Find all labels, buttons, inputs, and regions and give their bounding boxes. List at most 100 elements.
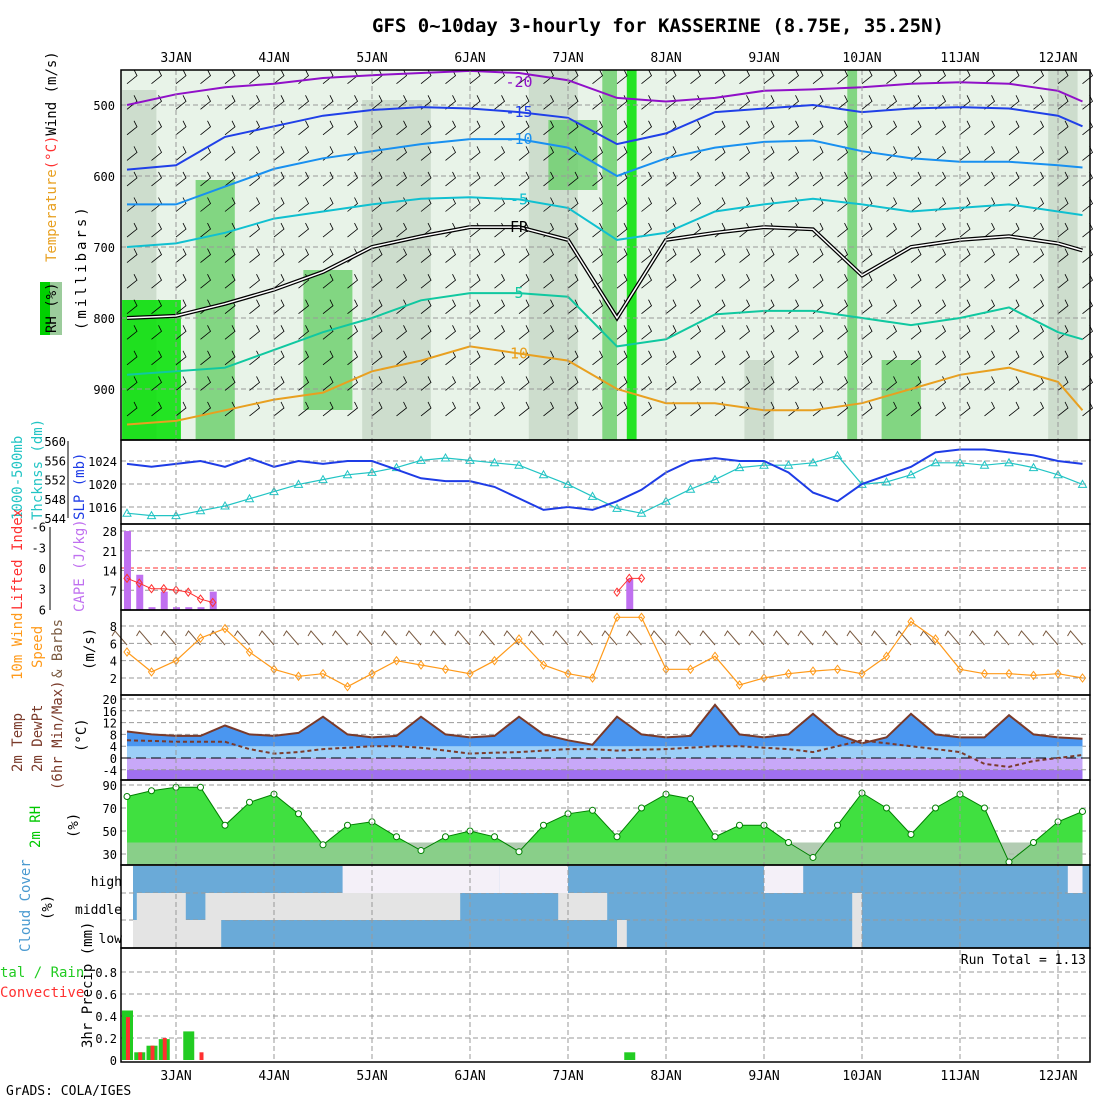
wind-barb xyxy=(543,120,555,136)
wind-barb-10m xyxy=(405,630,422,646)
wind-barb xyxy=(151,274,163,289)
wind-barb xyxy=(886,376,898,391)
wind-barb xyxy=(886,146,898,161)
wind-barb xyxy=(151,69,163,85)
rh-point xyxy=(221,821,229,829)
wind-barb-10m xyxy=(381,630,397,646)
cape-bar xyxy=(197,607,205,610)
wind-barb xyxy=(641,69,653,85)
wind-barb-10m xyxy=(944,630,961,646)
wind-barb xyxy=(641,197,653,212)
wind-barb-10m xyxy=(160,630,177,646)
wind-barb xyxy=(739,325,751,340)
wind-barb xyxy=(494,146,506,161)
wind-barb xyxy=(396,95,408,110)
wind-barb xyxy=(1008,120,1020,136)
temp-tick-label: 0 xyxy=(110,752,117,766)
wind-barb xyxy=(1033,350,1045,366)
wind-speed-point xyxy=(931,634,940,644)
wind-barb xyxy=(543,376,555,391)
isotherm-label: 5 xyxy=(514,284,523,302)
wind-barb xyxy=(812,248,824,263)
wind-barb xyxy=(494,401,506,417)
date-label-bottom: 6JAN xyxy=(454,1069,485,1084)
wind-barb xyxy=(714,350,726,366)
wind-barb xyxy=(518,95,530,110)
wind-barb xyxy=(592,350,604,366)
cloud-cover-label: Cloud Cover xyxy=(18,859,34,952)
wind-barb xyxy=(445,248,457,263)
wind-barb xyxy=(763,95,775,110)
date-label-bottom: 7JAN xyxy=(552,1069,583,1084)
lifted-index-point xyxy=(147,583,156,594)
wind-barb xyxy=(984,248,996,263)
wind-barb xyxy=(396,146,408,161)
wind-barb xyxy=(396,120,408,136)
thickness-point xyxy=(881,476,892,486)
wind-barb xyxy=(567,197,579,212)
wind-barb xyxy=(665,350,677,366)
wind-barb xyxy=(151,376,163,391)
wind-barb-10m xyxy=(528,630,544,646)
wind-speed-point xyxy=(882,651,891,662)
wind-barb xyxy=(714,274,726,289)
wind-barb xyxy=(959,274,971,289)
wind-barb xyxy=(812,171,824,187)
isotherm-FR xyxy=(126,226,1083,320)
wind-barb xyxy=(543,299,555,315)
wind-barb xyxy=(371,95,383,110)
rh-point xyxy=(1005,858,1013,866)
wind-barb xyxy=(518,146,530,161)
isotherm--20 xyxy=(126,69,1083,106)
wind-barb xyxy=(298,401,310,417)
isotherm-label: FR xyxy=(510,218,529,236)
wind-barb xyxy=(714,197,726,212)
wind-barb xyxy=(1057,248,1069,263)
wind-barb xyxy=(494,171,506,187)
pressure-tick-label: 900 xyxy=(93,383,115,397)
wind-barb xyxy=(984,350,996,366)
wind-barb xyxy=(200,95,212,110)
wind-barb xyxy=(886,401,898,417)
panel-frame xyxy=(120,523,1091,611)
rh-legend-swatch-light xyxy=(50,282,62,335)
rh-shading-region xyxy=(602,70,617,440)
wind-barb xyxy=(984,171,996,187)
wind-barb xyxy=(984,325,996,340)
wind-barb xyxy=(469,120,481,136)
pressure-tick-label: 500 xyxy=(93,99,115,113)
wind-barb xyxy=(126,95,138,110)
wind-barb xyxy=(518,299,530,315)
wind-speed-point xyxy=(1078,673,1087,683)
wind-barb xyxy=(126,376,138,391)
wind-units-label: (m/s) xyxy=(82,628,98,670)
isotherm-label: -20 xyxy=(505,73,532,91)
rh-shading-region xyxy=(122,300,181,440)
wind-barb xyxy=(420,401,432,417)
wind-barb xyxy=(763,376,775,391)
wind-barb-10m xyxy=(748,630,765,646)
thickness-point xyxy=(1053,469,1063,479)
wind-barb xyxy=(298,120,310,136)
wind-barb xyxy=(347,95,359,110)
wind-barb xyxy=(910,171,922,187)
wind-barb xyxy=(175,69,187,85)
date-label-bottom: 10JAN xyxy=(842,1069,881,1084)
lifted-index-point xyxy=(613,587,621,597)
wind-barb xyxy=(151,171,163,187)
cloud-patch-middle xyxy=(558,893,608,920)
lifted-index-point xyxy=(209,597,217,608)
wind-barb xyxy=(837,222,849,238)
wind-barb xyxy=(518,197,530,212)
isotherm-5 xyxy=(126,292,1083,376)
wind-barb xyxy=(347,171,359,187)
wind-barb xyxy=(1008,222,1020,238)
dewpt2m-label: 2m DewPt xyxy=(30,705,46,772)
wind-barb xyxy=(690,274,702,289)
wind-barb xyxy=(1008,325,1020,340)
wind-barb xyxy=(1033,95,1045,110)
wind-barb xyxy=(273,401,285,417)
wind-barb xyxy=(175,274,187,289)
date-label-bottom: 8JAN xyxy=(650,1069,681,1084)
wind-barb xyxy=(1033,248,1045,263)
